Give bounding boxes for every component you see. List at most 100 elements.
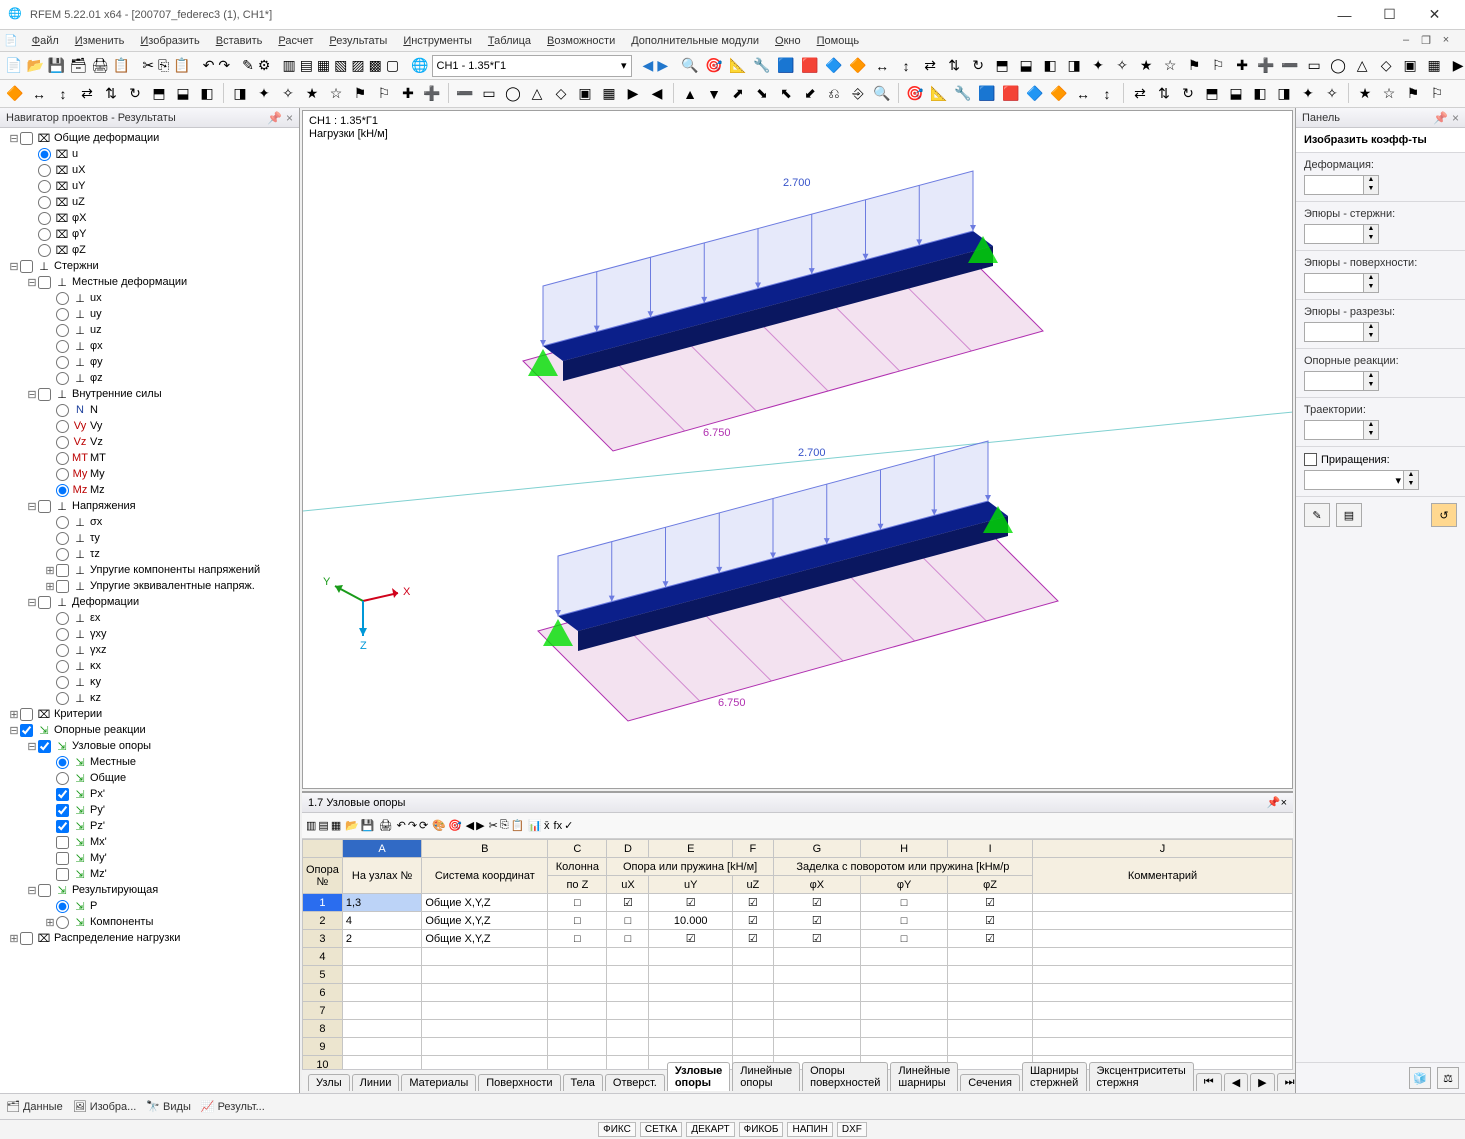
tree-item[interactable]: ⊥φx <box>4 338 297 354</box>
tree-item[interactable]: ⊟⊥Местные деформации <box>4 274 297 290</box>
tree-radio[interactable] <box>56 468 69 481</box>
tree-item[interactable]: MyMy <box>4 466 297 482</box>
toolbar2-btn-23[interactable]: ▣ <box>574 83 596 105</box>
tree-item[interactable]: VyVy <box>4 418 297 434</box>
menu-дополнительные модули[interactable]: Дополнительные модули <box>623 33 767 49</box>
toolbar1-btn-1[interactable]: 🎯 <box>703 55 725 77</box>
navigator-footer-tabs[interactable]: 🗂Данные🖼Изобра...🔭Виды📈Результ... <box>0 1093 1465 1119</box>
toolbar1-btn-31[interactable]: ▦ <box>1423 55 1445 77</box>
tree-checkbox[interactable] <box>38 276 51 289</box>
toolbar2-btn-0[interactable]: 🔶 <box>4 83 26 105</box>
tree-checkbox[interactable] <box>38 388 51 401</box>
toolbar2-btn-3[interactable]: ⇄ <box>76 83 98 105</box>
tree-radio[interactable] <box>56 516 69 529</box>
minimize-button[interactable]: — <box>1322 0 1367 29</box>
spin-down-icon[interactable]: ▼ <box>1364 332 1378 341</box>
menu-результаты[interactable]: Результаты <box>321 33 395 49</box>
tree-item[interactable]: ⌧u <box>4 146 297 162</box>
footer-tab[interactable]: 🖼Изобра... <box>73 1100 137 1113</box>
supports-table[interactable]: ABCDEFGHIJОпора№На узлах №Система коорди… <box>302 839 1293 1069</box>
toolbar1-btn-9[interactable]: ↕ <box>895 55 917 77</box>
redo-icon[interactable]: ↷ <box>217 55 231 77</box>
status-box[interactable]: СЕТКА <box>640 1122 683 1137</box>
table-toolbar-btn[interactable]: ⎘ <box>500 819 509 832</box>
status-box[interactable]: НАПИН <box>787 1122 832 1137</box>
maximize-button[interactable]: ☐ <box>1367 0 1412 29</box>
tree-checkbox[interactable] <box>56 836 69 849</box>
toolbar2-btn-44[interactable]: ↕ <box>1096 83 1118 105</box>
pin-icon[interactable]: 📌 <box>267 111 282 125</box>
toolbar1-btn-24[interactable]: ➕ <box>1255 55 1277 77</box>
menu-файл[interactable]: Файл <box>24 33 67 49</box>
open-icon[interactable]: 📂 <box>25 55 44 77</box>
toolbar2-btn-25[interactable]: ▶ <box>622 83 644 105</box>
twisty-icon[interactable]: ⊞ <box>44 564 56 577</box>
toolbar2-btn-29[interactable]: ⬈ <box>727 83 749 105</box>
spin-up-icon[interactable]: ▲ <box>1364 274 1378 283</box>
spin-up-icon[interactable]: ▲ <box>1364 176 1378 185</box>
tree-checkbox[interactable] <box>56 788 69 801</box>
twisty-icon[interactable]: ⊟ <box>26 740 38 753</box>
toolbar2-btn-5[interactable]: ↻ <box>124 83 146 105</box>
toolbar2-btn-30[interactable]: ⬊ <box>751 83 773 105</box>
tree-radio[interactable] <box>56 900 69 913</box>
tree-radio[interactable] <box>38 196 51 209</box>
show-panel-icon[interactable]: ▦ <box>316 55 331 77</box>
toolbar1-btn-17[interactable]: ✦ <box>1087 55 1109 77</box>
toolbar2-btn-10[interactable]: ✦ <box>253 83 275 105</box>
tree-item[interactable]: ⊞⌧Распределение нагрузки <box>4 930 297 946</box>
mdi-restore-icon[interactable]: ❐ <box>1417 34 1435 47</box>
table-toolbar-btn[interactable]: ▶ <box>476 819 484 832</box>
print-icon[interactable]: 🖨 <box>90 55 110 77</box>
tree-item[interactable]: NN <box>4 402 297 418</box>
table-tab[interactable]: Сечения <box>960 1074 1020 1091</box>
table-tab[interactable]: Узлы <box>308 1074 350 1091</box>
tree-radio[interactable] <box>56 628 69 641</box>
spin-down-icon[interactable]: ▼ <box>1364 185 1378 194</box>
tree-item[interactable]: ⊟⊥Внутренние силы <box>4 386 297 402</box>
table-toolbar-btn[interactable]: ✂ <box>489 819 498 832</box>
tree-item[interactable]: ⇲P <box>4 898 297 914</box>
tree-item[interactable]: ⇲Py' <box>4 802 297 818</box>
table-tab[interactable]: Материалы <box>401 1074 476 1091</box>
table-tab[interactable]: Эксцентриситеты стержня <box>1089 1062 1194 1091</box>
tree-radio[interactable] <box>38 212 51 225</box>
twisty-icon[interactable]: ⊞ <box>8 932 20 945</box>
menu-таблица[interactable]: Таблица <box>480 33 539 49</box>
toolbar2-btn-17[interactable]: ➕ <box>421 83 443 105</box>
panel-mode1-icon[interactable]: 🧊 <box>1409 1067 1431 1089</box>
toolbar1-btn-16[interactable]: ◨ <box>1063 55 1085 77</box>
panel-edit-button[interactable]: ✎ <box>1304 503 1330 527</box>
tree-checkbox[interactable] <box>56 580 69 593</box>
toolbar1-btn-3[interactable]: 🔧 <box>751 55 773 77</box>
save-icon[interactable]: 💾 <box>47 55 66 77</box>
toolbar1-btn-20[interactable]: ☆ <box>1159 55 1181 77</box>
lc-next-icon[interactable]: ▶ <box>656 55 669 77</box>
table-toolbar-btn[interactable]: ▤ <box>318 819 328 832</box>
lc-prev-icon[interactable]: ◀ <box>642 55 655 77</box>
tree-item[interactable]: ⇲My' <box>4 850 297 866</box>
toolbar2-btn-13[interactable]: ☆ <box>325 83 347 105</box>
tree-radio[interactable] <box>38 148 51 161</box>
tree-item[interactable]: ⇲Mz' <box>4 866 297 882</box>
tree-item[interactable]: ⌧uY <box>4 178 297 194</box>
tree-radio[interactable] <box>56 612 69 625</box>
tree-item[interactable]: ⌧uX <box>4 162 297 178</box>
close-button[interactable]: ✕ <box>1412 0 1457 29</box>
toolbar1-btn-6[interactable]: 🔷 <box>823 55 845 77</box>
table-tab[interactable]: Линейные опоры <box>732 1062 800 1091</box>
menu-окно[interactable]: Окно <box>767 33 809 49</box>
table-tab[interactable]: Тела <box>563 1074 603 1091</box>
twisty-icon[interactable]: ⊞ <box>44 580 56 593</box>
toolbar2-btn-22[interactable]: ◇ <box>550 83 572 105</box>
tree-item[interactable]: ⊥κy <box>4 674 297 690</box>
spin-down-icon[interactable]: ▼ <box>1364 234 1378 243</box>
tree-radio[interactable] <box>56 532 69 545</box>
tree-checkbox[interactable] <box>38 740 51 753</box>
tree-radio[interactable] <box>56 356 69 369</box>
table-tabs[interactable]: УзлыЛинииМатериалыПоверхностиТелаОтверст… <box>302 1069 1293 1091</box>
tab-nav-first-icon[interactable]: ⏮ <box>1196 1073 1222 1091</box>
tree-item[interactable]: ⊟⇲Опорные реакции <box>4 722 297 738</box>
table-toolbar-btn[interactable]: 📋 <box>511 819 525 832</box>
status-box[interactable]: ФИКС <box>598 1122 636 1137</box>
